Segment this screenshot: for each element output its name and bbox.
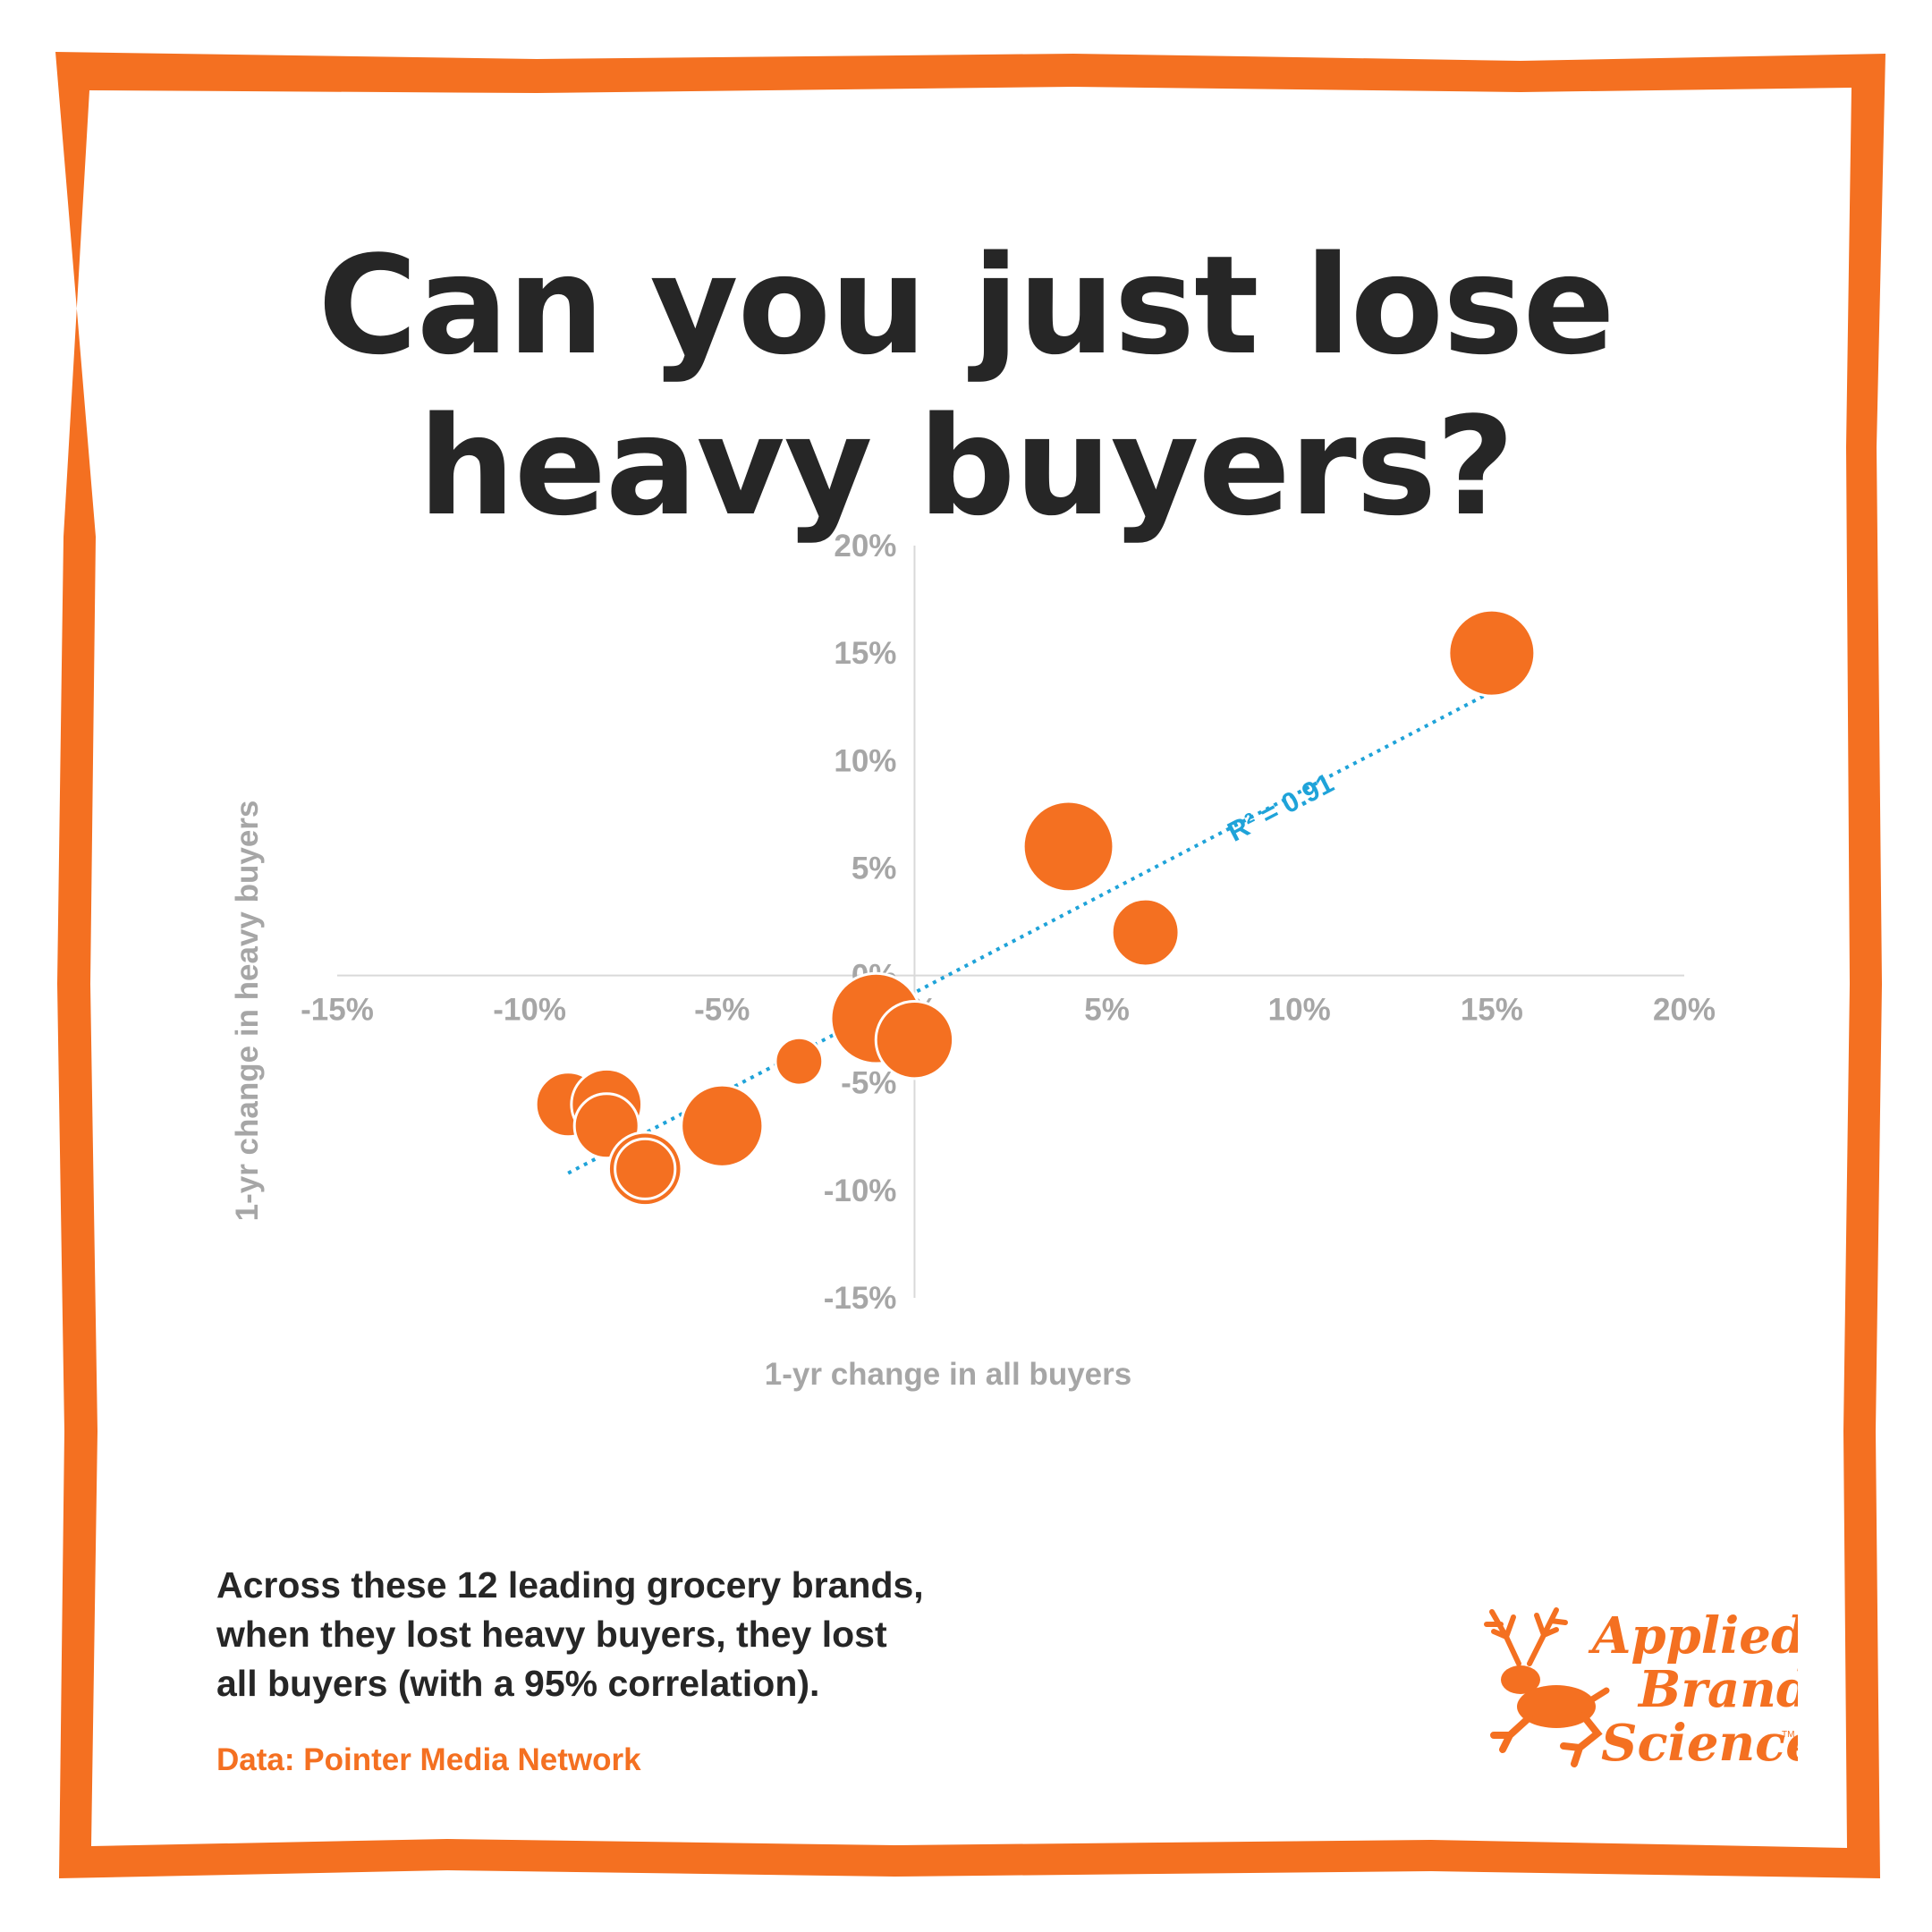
caption-line-2: when they lost heavy buyers, they lost (216, 1614, 887, 1655)
data-point (680, 1083, 765, 1168)
data-point (774, 1036, 825, 1087)
x-tick-label: 15% (1461, 993, 1523, 1028)
data-point (614, 1137, 677, 1200)
x-axis-title: 1-yr change in all buyers (765, 1357, 1131, 1392)
x-tick-label: -5% (694, 993, 750, 1028)
x-tick-label: 20% (1653, 993, 1716, 1028)
caption: Across these 12 leading grocery brands, … (216, 1561, 1075, 1708)
y-tick-label: -10% (824, 1174, 897, 1208)
y-tick-label: 20% (834, 529, 896, 564)
r-squared-label: R² = 0.91 (1223, 767, 1339, 847)
data-points (534, 608, 1537, 1208)
y-tick-label: 10% (834, 743, 896, 778)
data-point (1110, 897, 1181, 968)
x-tick-label: -15% (301, 993, 374, 1028)
caption-line-3: all buyers (with a 95% correlation). (216, 1663, 820, 1704)
caption-line-1: Across these 12 leading grocery brands, (216, 1564, 924, 1606)
data-point (1447, 608, 1537, 698)
x-tick-label: 10% (1268, 993, 1331, 1028)
title-line-1: Can you just lose (318, 225, 1614, 385)
applied-brand-science-logo: Applied Brand Science TM (1484, 1606, 1798, 1773)
data-point (1021, 800, 1115, 894)
logo-word-applied: Applied (1588, 1606, 1798, 1665)
data-source: Data: Pointer Media Network (216, 1742, 641, 1777)
logo-word-brand: Brand (1637, 1660, 1798, 1719)
stag-frog-icon (1484, 1607, 1610, 1767)
data-point (874, 999, 955, 1080)
x-tick-labels: -15%-10%-5%0%5%10%15%20% (301, 993, 1716, 1028)
logo-trademark: TM (1782, 1730, 1794, 1740)
trendline (567, 690, 1493, 1175)
y-tick-label: 5% (852, 851, 897, 886)
page-title: Can you just lose heavy buyers? (0, 225, 1932, 547)
x-tick-label: -10% (493, 993, 566, 1028)
y-tick-label: -15% (824, 1281, 897, 1316)
title-line-2: heavy buyers? (418, 386, 1515, 546)
logo-word-science: Science (1601, 1714, 1798, 1773)
axes (337, 546, 1684, 1298)
x-tick-label: 5% (1084, 993, 1130, 1028)
y-tick-label: 15% (834, 636, 896, 671)
y-tick-labels: 20%15%10%5%0%-5%-10%-15% (824, 529, 897, 1316)
y-tick-label: -5% (841, 1066, 896, 1101)
y-axis-title: 1-yr change in heavy buyers (230, 801, 265, 1222)
